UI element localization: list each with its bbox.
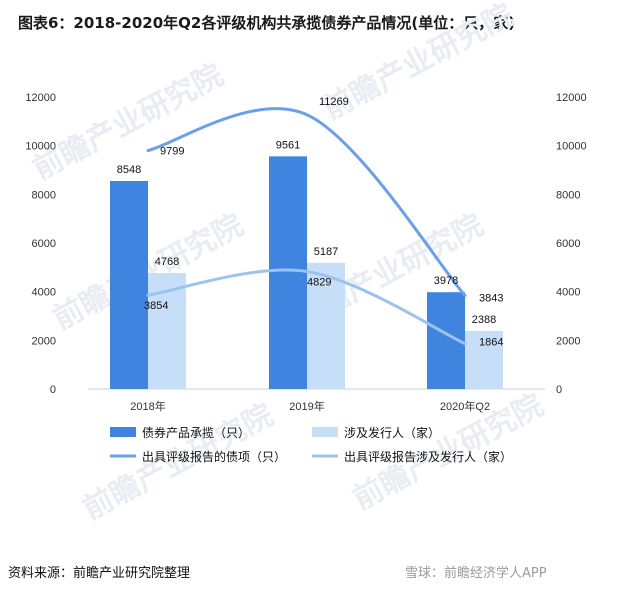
watermark-bottom: 雪球：前瞻经济学人APP: [405, 566, 547, 581]
y-tick-right: 2000: [556, 335, 580, 347]
bar-data-label: 3978: [434, 275, 458, 287]
bar-data-label: 5187: [314, 246, 338, 258]
bar-bonds-underwritten: [110, 180, 148, 389]
chart-title: 图表6：2018-2020年Q2各评级机构共承揽债券产品情况(单位：只，家): [18, 14, 516, 32]
x-tick-label: 2019年: [289, 399, 324, 413]
bar-data-label: 2388: [472, 314, 496, 326]
y-tick-right: 0: [556, 384, 562, 396]
bar-data-label: 4768: [155, 256, 179, 268]
line-rated-bonds: [146, 107, 467, 297]
y-axis-right: 0 2000 4000 6000 8000 10000 12000: [556, 92, 587, 396]
watermark-text: 前瞻产业研究院: [317, 0, 519, 127]
legend-swatch: [110, 427, 136, 437]
legend-label: 涉及发行人（家）: [344, 425, 440, 440]
line-data-label: 9799: [160, 146, 184, 158]
y-tick-left: 12000: [25, 92, 56, 104]
legend-label: 出具评级报告的债项（只）: [142, 449, 286, 464]
y-tick-right: 4000: [556, 287, 580, 299]
y-tick-left: 8000: [32, 189, 56, 201]
y-tick-right: 12000: [556, 92, 587, 104]
y-tick-right: 8000: [556, 189, 580, 201]
line-data-label: 3854: [144, 300, 168, 312]
line-rated-issuers: [146, 268, 467, 346]
source-note: 资料来源：前瞻产业研究院整理: [8, 566, 191, 581]
x-axis: 2018年 2019年 2020年Q2: [130, 399, 490, 413]
bar-bonds-underwritten: [269, 156, 307, 389]
legend: 债券产品承揽（只） 涉及发行人（家） 出具评级报告的债项（只） 出具评级报告涉及发行人…: [110, 425, 512, 464]
line-data-label: 11269: [319, 96, 349, 108]
legend-swatch: [312, 427, 338, 437]
x-tick-label: 2018年: [130, 399, 165, 413]
bar-data-label: 9561: [276, 139, 300, 151]
bar-issuers: [307, 262, 345, 389]
y-tick-right: 10000: [556, 141, 587, 153]
line-series: [146, 107, 467, 346]
line-data-label: 3843: [479, 292, 503, 304]
bar-issuers: [465, 330, 503, 389]
line-data-label: 4829: [307, 276, 331, 288]
bar-data-label: 8548: [117, 164, 141, 176]
legend-label: 债券产品承揽（只）: [142, 425, 250, 440]
x-tick-label: 2020年Q2: [440, 399, 490, 413]
y-tick-right: 6000: [556, 238, 580, 250]
y-tick-left: 6000: [32, 238, 56, 250]
y-tick-left: 10000: [25, 141, 56, 153]
bar-series: [110, 156, 503, 389]
y-tick-left: 2000: [32, 335, 56, 347]
y-tick-left: 4000: [32, 287, 56, 299]
y-axis-left: 0 2000 4000 6000 8000 10000 12000: [25, 92, 56, 396]
y-tick-left: 0: [50, 384, 56, 396]
line-data-label: 1864: [479, 337, 503, 349]
data-labels: 8548 9561 3978 4768 5187 2388 9799 11269 3843 385…: [117, 96, 504, 349]
legend-label: 出具评级报告涉及发行人（家）: [344, 449, 512, 464]
